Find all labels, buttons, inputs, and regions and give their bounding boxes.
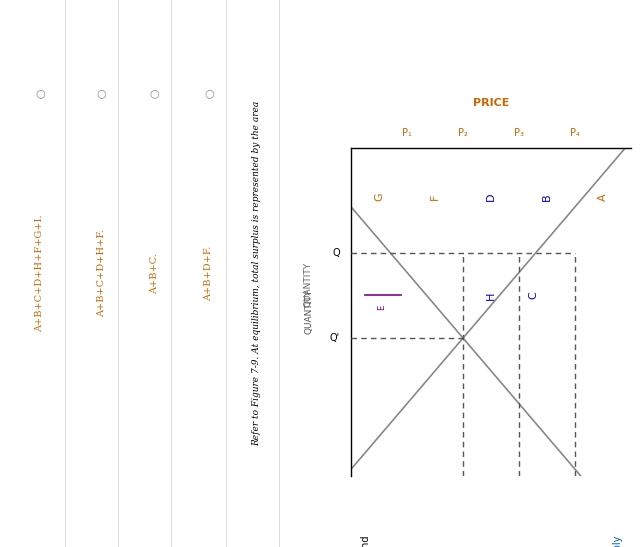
Text: QUANTITY: QUANTITY xyxy=(305,289,314,334)
Text: A+B+C.: A+B+C. xyxy=(149,253,158,294)
Text: A+B+C+D+H+F+G+I.: A+B+C+D+H+F+G+I. xyxy=(35,214,44,333)
Text: A+B+D+F.: A+B+D+F. xyxy=(204,246,213,301)
Text: A+B+C+D+H+F.: A+B+C+D+H+F. xyxy=(97,230,106,317)
Text: B: B xyxy=(542,193,552,201)
Text: QUANTITY: QUANTITY xyxy=(304,262,313,307)
Text: Demand: Demand xyxy=(360,535,370,547)
Text: D: D xyxy=(486,193,496,201)
Text: P₂: P₂ xyxy=(458,128,468,138)
Text: Refer to Figure 7-9. At equilibrium, total surplus is represented by the area: Refer to Figure 7-9. At equilibrium, tot… xyxy=(252,101,261,446)
Text: P₄: P₄ xyxy=(570,128,580,138)
Text: P₃: P₃ xyxy=(514,128,524,138)
Text: ○: ○ xyxy=(97,88,106,98)
Text: C: C xyxy=(528,292,538,299)
Text: Supply: Supply xyxy=(612,535,622,547)
Text: ○: ○ xyxy=(149,88,159,98)
Text: PRICE: PRICE xyxy=(473,98,509,108)
Text: E: E xyxy=(377,305,386,311)
Text: H: H xyxy=(486,291,496,300)
Text: A: A xyxy=(598,193,608,201)
Text: ○: ○ xyxy=(35,88,44,98)
Text: G: G xyxy=(374,193,384,201)
Text: Q': Q' xyxy=(330,333,340,343)
Text: ○: ○ xyxy=(204,88,214,98)
Text: F: F xyxy=(430,194,440,200)
Text: Q: Q xyxy=(332,248,340,258)
Text: P₁: P₁ xyxy=(402,128,412,138)
